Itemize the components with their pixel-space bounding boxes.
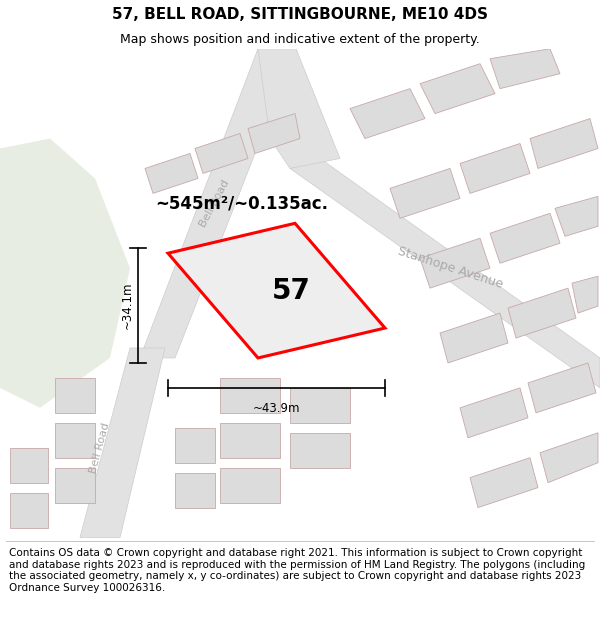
Text: Map shows position and indicative extent of the property.: Map shows position and indicative extent… [120,32,480,46]
Polygon shape [290,159,600,388]
Polygon shape [420,238,490,288]
Polygon shape [460,388,528,438]
Text: 57, BELL ROAD, SITTINGBOURNE, ME10 4DS: 57, BELL ROAD, SITTINGBOURNE, ME10 4DS [112,7,488,22]
Polygon shape [290,388,350,422]
Polygon shape [55,422,95,457]
Polygon shape [175,472,215,508]
Polygon shape [0,139,130,408]
Polygon shape [220,468,280,502]
Text: Stanhope Avenue: Stanhope Avenue [395,245,505,291]
Polygon shape [10,448,48,482]
Polygon shape [220,422,280,457]
Polygon shape [460,144,530,193]
Polygon shape [555,196,598,236]
Polygon shape [540,432,598,482]
Polygon shape [140,49,296,358]
Polygon shape [390,169,460,218]
Polygon shape [440,313,508,363]
Polygon shape [145,154,198,193]
Polygon shape [490,49,560,89]
Polygon shape [528,363,596,413]
Text: Bell Road: Bell Road [88,421,112,474]
Polygon shape [508,288,576,338]
Polygon shape [175,428,215,462]
Polygon shape [470,458,538,508]
Polygon shape [258,49,340,169]
Text: Contains OS data © Crown copyright and database right 2021. This information is : Contains OS data © Crown copyright and d… [9,548,585,592]
Polygon shape [220,378,280,413]
Polygon shape [530,119,598,169]
Text: ~43.9m: ~43.9m [253,402,300,415]
Polygon shape [248,114,300,154]
Text: ~34.1m: ~34.1m [121,282,134,329]
Polygon shape [290,432,350,468]
Polygon shape [195,134,248,173]
Polygon shape [490,213,560,263]
Polygon shape [55,378,95,413]
Polygon shape [168,223,385,358]
Polygon shape [10,492,48,528]
Polygon shape [572,276,598,313]
Text: ~545m²/~0.135ac.: ~545m²/~0.135ac. [155,194,328,213]
Polygon shape [55,468,95,502]
Text: Bell Road: Bell Road [199,178,232,229]
Polygon shape [420,64,495,114]
Text: 57: 57 [272,277,311,304]
Polygon shape [350,89,425,139]
Polygon shape [80,348,165,538]
